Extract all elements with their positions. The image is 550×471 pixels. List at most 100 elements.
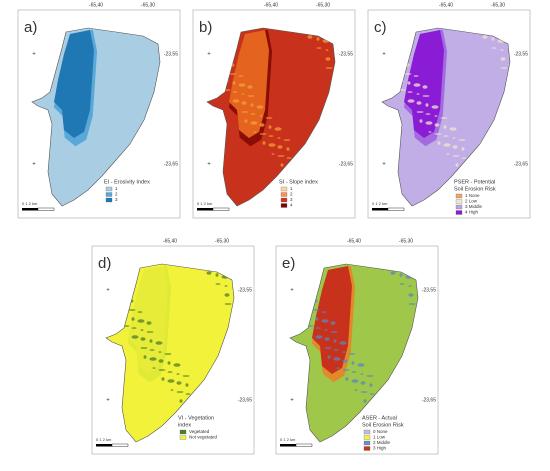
map-speck	[422, 85, 428, 89]
map-speck	[259, 133, 267, 135]
map-speck	[312, 309, 320, 311]
map-speck	[360, 373, 364, 375]
map-speck	[307, 35, 313, 39]
map-speck	[407, 99, 415, 103]
map-speck	[443, 125, 447, 129]
map-core-zone	[404, 30, 444, 138]
legend-label: 3 Middle	[465, 204, 483, 209]
panel-label: c)	[374, 19, 387, 36]
coord-label: -23,55	[339, 51, 353, 57]
scale-bar	[372, 208, 388, 211]
map-speck	[253, 131, 257, 133]
map-speck	[399, 273, 403, 277]
map-speck	[330, 321, 336, 325]
map-speck	[363, 399, 367, 403]
map-speck	[152, 367, 156, 369]
map-speck	[167, 361, 171, 365]
map-speck	[491, 47, 497, 49]
map-speck	[425, 121, 433, 125]
legend-label: 3	[115, 197, 118, 202]
map-speck	[215, 273, 219, 277]
map-speck	[232, 91, 238, 93]
map-speck	[360, 391, 368, 393]
map-speck	[351, 379, 359, 383]
map-panel: -65,40-65,30-23,55-23,65++++d)VI - Veget…	[91, 238, 255, 455]
map-speck	[277, 145, 283, 149]
coord-label: -23,55	[164, 51, 178, 57]
map-speck	[482, 35, 488, 39]
map-speck	[425, 103, 429, 107]
legend-label: 1 None	[465, 193, 480, 198]
map-speck	[131, 317, 135, 321]
map-speck	[286, 147, 290, 151]
coord-label: -23,55	[238, 287, 252, 293]
scale-label: 0 1 2 km	[197, 201, 213, 206]
map-speck	[224, 303, 232, 305]
map-speck	[324, 337, 330, 341]
map-speck	[333, 339, 337, 343]
legend-label: 1	[115, 186, 118, 191]
map-speck	[413, 75, 419, 77]
map-speck	[324, 347, 332, 349]
coord-label: -23,55	[422, 287, 436, 293]
scale-label: 0 1 2 km	[22, 201, 38, 206]
scale-bar	[197, 208, 213, 211]
map-speck	[170, 389, 174, 391]
map-speck	[434, 133, 442, 135]
legend-swatch	[105, 197, 113, 203]
map-speck	[158, 359, 164, 363]
map-core-zone	[229, 30, 269, 138]
map-speck	[461, 157, 467, 159]
map-speck	[422, 95, 430, 97]
legend-swatch	[179, 435, 187, 440]
map-speck	[325, 49, 329, 51]
grid-cross: +	[290, 398, 294, 404]
scale-bar	[387, 207, 405, 211]
grid-cross: +	[32, 52, 36, 58]
map-speck	[224, 285, 228, 287]
scale-bar	[280, 444, 296, 447]
map-speck	[286, 157, 292, 159]
legend-swatch	[105, 192, 113, 197]
coord-label: -23,55	[514, 51, 528, 57]
map-texture	[211, 29, 333, 203]
coord-label: -23,65	[514, 161, 528, 167]
map-speck	[339, 341, 347, 345]
legend-label: 4 High	[465, 210, 479, 215]
map-speck	[179, 399, 183, 403]
map-speck	[500, 67, 508, 69]
legend-title: PSER - Potential	[454, 179, 495, 185]
map-speck	[348, 353, 356, 355]
scale-label: 0 1 2 km	[96, 437, 112, 442]
scale-bar	[212, 207, 230, 211]
map-core-zone	[312, 266, 352, 374]
map-speck	[268, 125, 272, 129]
map-speck	[315, 327, 321, 329]
map-speck	[161, 377, 165, 381]
map-speck	[146, 321, 152, 325]
map-speck	[399, 283, 405, 285]
legend-label: 2	[290, 192, 293, 197]
map-speck	[259, 123, 265, 127]
scale-label: 0 1 2 km	[280, 437, 296, 442]
legend-swatch	[363, 435, 371, 440]
map-speck	[185, 393, 191, 395]
map-speck	[149, 357, 157, 361]
map-speck	[408, 303, 416, 305]
grid-cross: +	[207, 162, 211, 168]
coord-label: -65,40	[163, 238, 177, 244]
scale-bar	[37, 207, 55, 211]
legend-swatch	[455, 193, 463, 199]
map-speck	[182, 375, 190, 377]
grid-cross: +	[106, 288, 110, 294]
map-speck	[316, 37, 320, 41]
legend-title: Soil Erosion Risk	[362, 422, 404, 428]
map-speck	[244, 119, 248, 123]
map-speck	[167, 371, 173, 373]
coord-label: -65,40	[264, 2, 278, 8]
map-speck	[206, 271, 212, 275]
map-speck	[437, 141, 441, 145]
legend-swatch	[280, 197, 288, 203]
map-speck	[321, 311, 327, 313]
coord-label: -65,30	[316, 2, 330, 8]
